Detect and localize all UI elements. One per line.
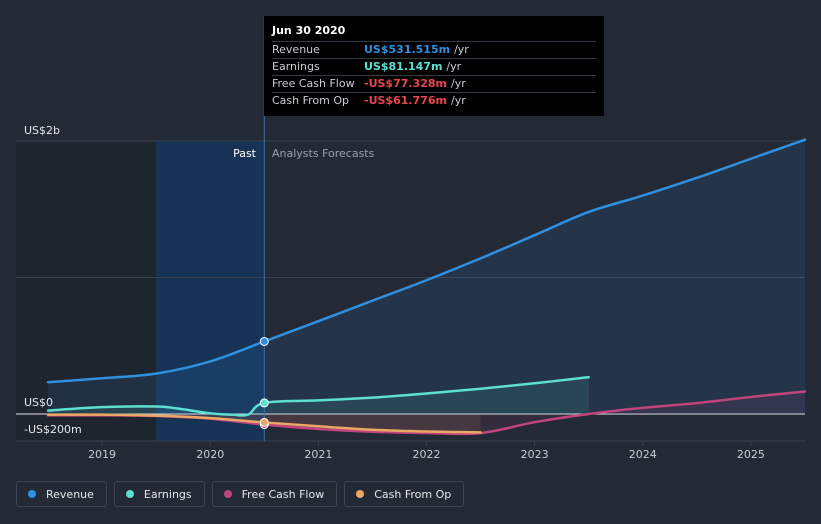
- y-axis-label-top: US$2b: [24, 124, 60, 137]
- legend-item-free-cash-flow[interactable]: Free Cash Flow: [211, 481, 338, 507]
- legend-item-earnings[interactable]: Earnings: [113, 481, 205, 507]
- series-line: [46, 375, 590, 417]
- legend-item-revenue[interactable]: Revenue: [16, 481, 107, 507]
- tooltip-row-revenue: Revenue US$531.515m /yr: [272, 41, 596, 58]
- legend-dot-icon: [223, 490, 232, 498]
- tooltip-label: Free Cash Flow: [272, 77, 355, 90]
- tooltip-label: Cash From Op: [272, 94, 350, 107]
- legend: Revenue Earnings Free Cash Flow Cash Fro…: [16, 481, 465, 507]
- x-tick-label: 2025: [737, 448, 765, 461]
- tooltip-row-cash-from-op: Cash From Op -US$61.776m /yr: [272, 92, 596, 109]
- past-highlight-region: [156, 141, 265, 441]
- tooltip-row-free-cash-flow: Free Cash Flow -US$77.328m /yr: [272, 75, 596, 92]
- hover-marker: [259, 398, 269, 408]
- y-axis-label-bottom: -US$200m: [24, 423, 82, 436]
- tooltip-value: -US$61.776m: [364, 94, 447, 107]
- series-area: [48, 377, 589, 416]
- series-line: [46, 138, 807, 384]
- past-background: [16, 141, 156, 441]
- legend-item-cash-from-op[interactable]: Cash From Op: [344, 481, 465, 507]
- legend-dot-icon: [125, 490, 134, 498]
- x-tick-label: 2023: [521, 448, 549, 461]
- tooltip-value: -US$77.328m: [364, 77, 447, 90]
- tooltip-label: Revenue: [272, 43, 320, 56]
- legend-label: Revenue: [46, 487, 94, 501]
- tooltip-date: Jun 30 2020: [272, 24, 346, 37]
- tooltip-row-earnings: Earnings US$81.147m /yr: [272, 58, 596, 75]
- x-tick-label: 2020: [196, 448, 224, 461]
- tooltip-unit: /yr: [450, 77, 466, 90]
- tooltip-unit: /yr: [446, 60, 462, 73]
- tooltip-unit: /yr: [454, 43, 469, 56]
- legend-dot-icon: [28, 490, 36, 498]
- series-area: [48, 414, 481, 433]
- past-label: Past: [233, 147, 257, 160]
- series-area: [48, 391, 805, 434]
- series-lines: [46, 138, 807, 436]
- tooltip-value: US$81.147m: [364, 60, 443, 73]
- x-tick-label: 2019: [88, 448, 116, 461]
- legend-dot-icon: [356, 490, 365, 498]
- hover-marker: [259, 336, 269, 346]
- tooltip-label: Earnings: [272, 60, 320, 73]
- tooltip-value: US$531.515m: [364, 43, 451, 56]
- x-tick-label: 2024: [629, 448, 657, 461]
- series-area: [48, 139, 805, 414]
- legend-label: Free Cash Flow: [241, 487, 325, 501]
- tooltip-unit: /yr: [450, 94, 466, 107]
- grid-lines: [16, 140, 805, 442]
- legend-label: Earnings: [143, 487, 192, 501]
- forecast-label: Analysts Forecasts: [272, 147, 375, 160]
- tooltip: Jun 30 2020 Revenue US$531.515m /yr Earn…: [264, 16, 604, 116]
- y-axis-label-zero: US$0: [24, 396, 53, 409]
- x-tick-label: 2022: [413, 448, 441, 461]
- x-axis-ticks: 2019 2020 2021 2022 2023 2024 2025: [88, 441, 765, 461]
- hover-marker: [259, 417, 269, 427]
- hover-markers: [259, 336, 269, 430]
- series-areas: [48, 139, 805, 434]
- legend-label: Cash From Op: [374, 487, 452, 501]
- x-tick-label: 2021: [304, 448, 332, 461]
